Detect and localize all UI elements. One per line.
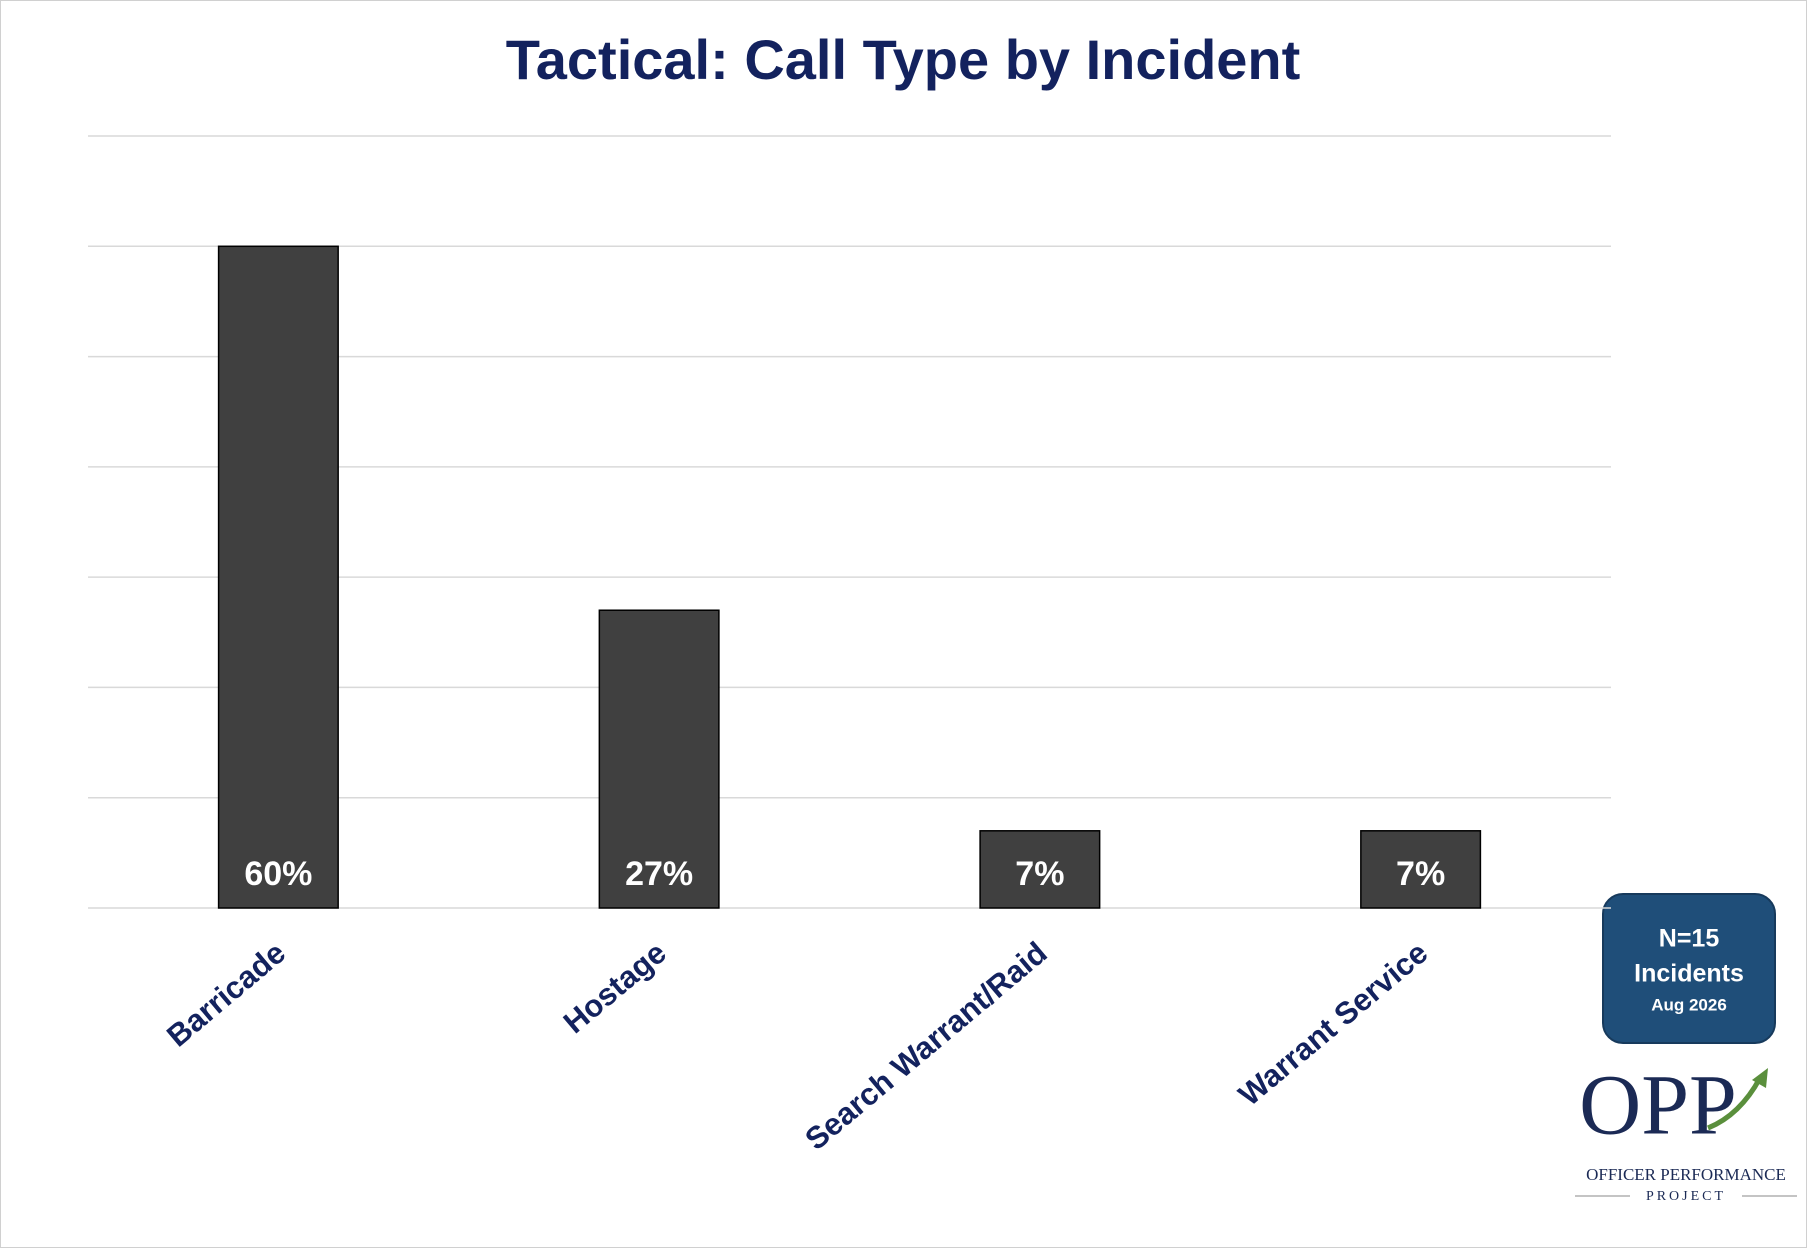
- logo-arrow: [1707, 1076, 1763, 1131]
- value-label: 60%: [244, 855, 312, 893]
- info-box: [1602, 893, 1776, 1044]
- chart-title: Tactical: Call Type by Incident: [506, 28, 1301, 91]
- value-label: 7%: [1015, 855, 1064, 893]
- bar: [979, 830, 1101, 909]
- bar: [217, 245, 339, 909]
- bar: [1360, 830, 1482, 909]
- bar: [598, 609, 720, 909]
- value-label: 7%: [1396, 855, 1445, 893]
- logo-mark: OPP: [1579, 1057, 1737, 1153]
- info-unit: Incidents: [1634, 960, 1744, 988]
- value-label: 27%: [625, 855, 693, 893]
- info-count: N=15: [1659, 925, 1720, 953]
- logo-arrowhead: [1752, 1068, 1768, 1088]
- logo-name: OFFICER PERFORMANCE: [1586, 1165, 1786, 1184]
- info-date: Aug 2026: [1651, 995, 1727, 1014]
- logo-sub: PROJECT: [1646, 1189, 1726, 1204]
